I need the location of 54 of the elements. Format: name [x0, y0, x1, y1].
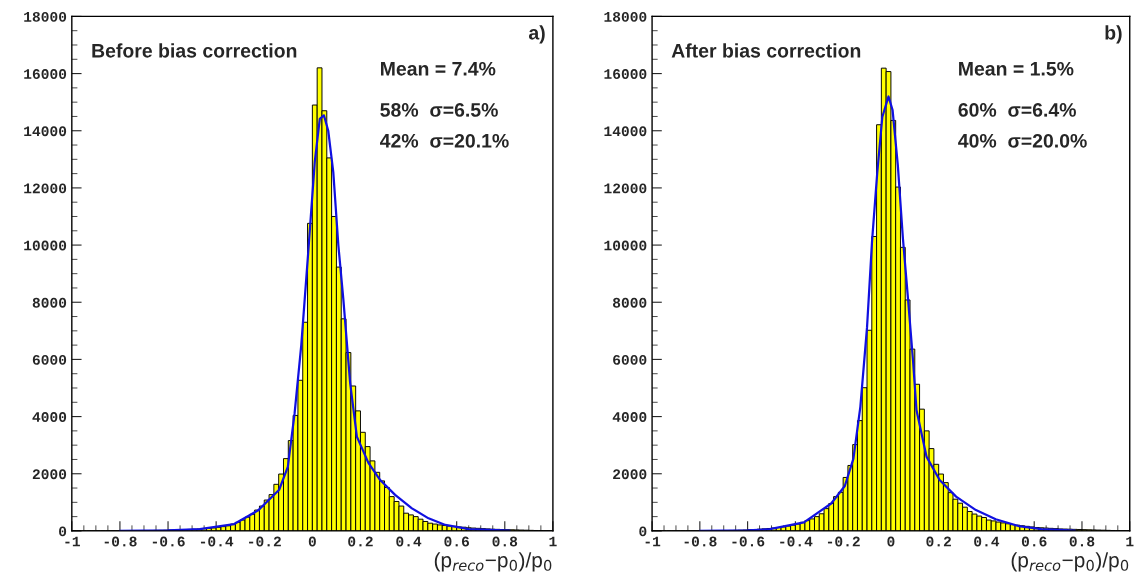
y-tick-label: 14000 — [24, 126, 67, 137]
x-tick-label: 0.8 — [492, 536, 518, 547]
annotation: Mean = 1.5% — [959, 61, 1074, 76]
x-tick-label: -0.6 — [152, 536, 185, 547]
x-tick-label: -0.8 — [104, 536, 137, 547]
y-tick-label: 16000 — [24, 69, 67, 79]
x-tick-label: 0.8 — [1069, 536, 1095, 547]
annotation: Mean = 7.4% — [381, 61, 496, 76]
annotation: b) — [1105, 25, 1122, 44]
y-tick-label: 14000 — [604, 126, 647, 137]
annotation: 58% σ=6.5% — [380, 103, 498, 117]
x-tick-label: 0.6 — [1021, 536, 1047, 547]
x-tick-label: -0.2 — [827, 536, 860, 547]
x-tick-label: -1 — [65, 536, 80, 547]
x-tick-label: 0.2 — [348, 536, 373, 547]
x-tick-label: -1 — [645, 536, 661, 547]
y-tick-label: 4000 — [32, 412, 67, 423]
x-tick-label: 1 — [549, 536, 557, 547]
annotation: 42% σ=20.1% — [380, 133, 509, 148]
x-tick-label: 0.2 — [926, 536, 951, 547]
x-tick-label: 0.4 — [396, 536, 422, 547]
annotation: 60% σ=6.4% — [958, 103, 1076, 117]
text: Before bias correction — [92, 43, 297, 58]
annotation: 40% σ=20.0% — [958, 133, 1087, 148]
y-tick-label: 18000 — [604, 11, 647, 22]
y-tick-label: 2000 — [32, 469, 67, 480]
y-tick-label: 6000 — [613, 354, 647, 365]
y-tick-label: 0 — [59, 526, 67, 537]
x-tick-label: -0.6 — [732, 536, 765, 547]
text: After bias correction — [671, 43, 861, 58]
y-tick-label: 6000 — [32, 354, 67, 365]
x-tick-label: 1 — [1126, 536, 1134, 547]
y-tick-label: 8000 — [32, 297, 67, 308]
x-tick-label: 0.4 — [974, 536, 1000, 547]
y-tick-label: 16000 — [604, 69, 647, 79]
x-tick-label: -0.4 — [200, 536, 234, 547]
x-axis-title: (p$_{reco}$−p$_{0}$)/p$_{0}$ — [434, 552, 552, 572]
x-tick-label: -0.8 — [684, 536, 717, 547]
y-tick-label: 8000 — [612, 297, 647, 308]
y-tick-label: 12000 — [604, 183, 647, 194]
y-tick-label: 10000 — [24, 240, 67, 251]
y-tick-label: 2000 — [613, 469, 647, 480]
x-tick-label: 0.6 — [444, 536, 469, 547]
x-tick-label: 0 — [887, 536, 895, 547]
y-tick-label: 10000 — [604, 240, 647, 251]
x-axis-title: (p$_{reco}$−p$_{0}$)/p$_{0}$ — [1011, 552, 1129, 572]
x-tick-label: -0.4 — [780, 536, 813, 547]
y-tick-label: 18000 — [24, 11, 67, 22]
y-tick-label: 0 — [639, 526, 647, 537]
x-tick-label: -0.2 — [249, 536, 281, 547]
x-tick-label: 0 — [308, 536, 316, 547]
y-tick-label: 4000 — [612, 412, 647, 423]
y-tick-label: 12000 — [24, 183, 67, 194]
annotation: a) — [528, 25, 545, 44]
